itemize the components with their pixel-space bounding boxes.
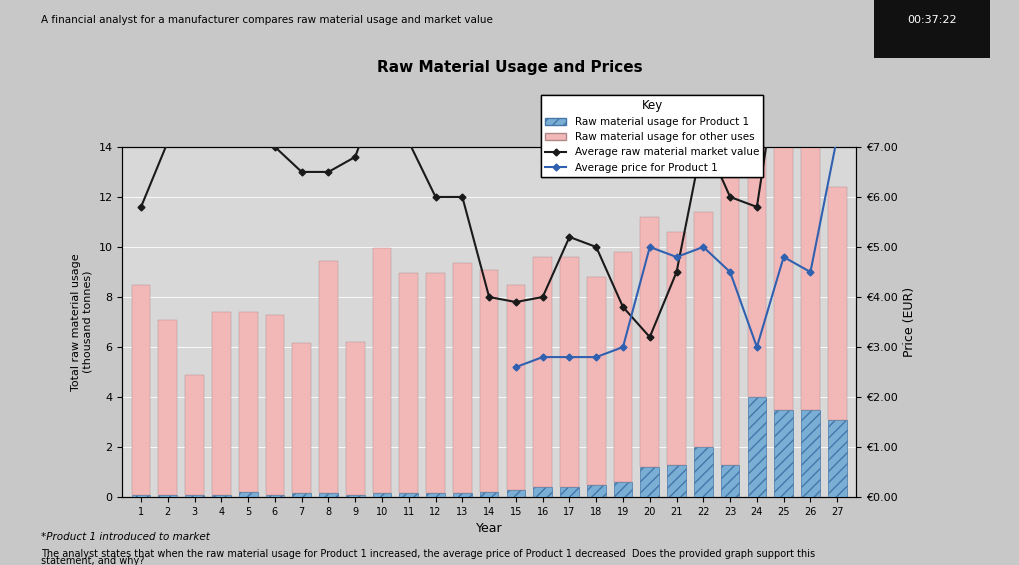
Bar [827, 187, 847, 420]
Bar [319, 260, 338, 493]
Bar [801, 134, 820, 410]
Bar [720, 170, 740, 464]
Text: *Product 1 introduced to market: *Product 1 introduced to market [41, 532, 210, 542]
Bar [801, 410, 820, 497]
Bar [158, 495, 177, 497]
Bar [345, 342, 365, 495]
Text: Raw Material Usage and Prices: Raw Material Usage and Prices [377, 60, 642, 75]
Bar [613, 252, 633, 482]
Bar [667, 464, 686, 497]
X-axis label: Year: Year [476, 523, 502, 536]
Bar [266, 315, 284, 495]
Bar [319, 493, 338, 497]
Bar [533, 487, 552, 497]
Bar [185, 495, 204, 497]
Bar [426, 493, 445, 497]
Text: statement, and why?: statement, and why? [41, 556, 144, 565]
Bar [373, 493, 391, 497]
Bar [345, 495, 365, 497]
Bar [640, 217, 659, 467]
Bar [185, 375, 204, 495]
Bar [373, 248, 391, 493]
Bar [774, 134, 793, 410]
Bar [158, 320, 177, 495]
Bar [238, 312, 258, 492]
Bar [613, 482, 633, 497]
Y-axis label: Total raw material usage
(thousand tonnes): Total raw material usage (thousand tonne… [71, 253, 93, 391]
Bar [720, 464, 740, 497]
Bar [694, 212, 712, 447]
Bar [399, 493, 418, 497]
Bar [560, 487, 579, 497]
Text: A financial analyst for a manufacturer compares raw material usage and market va: A financial analyst for a manufacturer c… [41, 15, 492, 25]
Bar [266, 495, 284, 497]
Text: 00:37:22: 00:37:22 [907, 15, 957, 25]
Bar [212, 495, 230, 497]
Text: The analyst states that when the raw material usage for Product 1 increased, the: The analyst states that when the raw mat… [41, 549, 815, 559]
Bar [292, 493, 311, 497]
Bar [827, 420, 847, 497]
Bar [774, 410, 793, 497]
Bar [480, 492, 498, 497]
Bar [453, 493, 472, 497]
Bar [587, 277, 605, 485]
Bar [426, 273, 445, 493]
Bar [453, 263, 472, 493]
Bar [238, 492, 258, 497]
Bar [212, 312, 230, 495]
Bar [506, 490, 525, 497]
Y-axis label: Price (EUR): Price (EUR) [903, 287, 916, 357]
Bar [694, 447, 712, 497]
Bar [560, 257, 579, 487]
Bar [533, 257, 552, 487]
Bar [131, 285, 151, 495]
Bar [292, 344, 311, 493]
Bar [748, 397, 766, 497]
Bar [399, 273, 418, 493]
Bar [748, 97, 766, 397]
Bar [506, 285, 525, 490]
Bar [131, 495, 151, 497]
Bar [587, 485, 605, 497]
Bar [667, 232, 686, 464]
Bar [480, 270, 498, 492]
Bar [640, 467, 659, 497]
Legend: Raw material usage for Product 1, Raw material usage for other uses, Average raw: Raw material usage for Product 1, Raw ma… [541, 94, 763, 177]
